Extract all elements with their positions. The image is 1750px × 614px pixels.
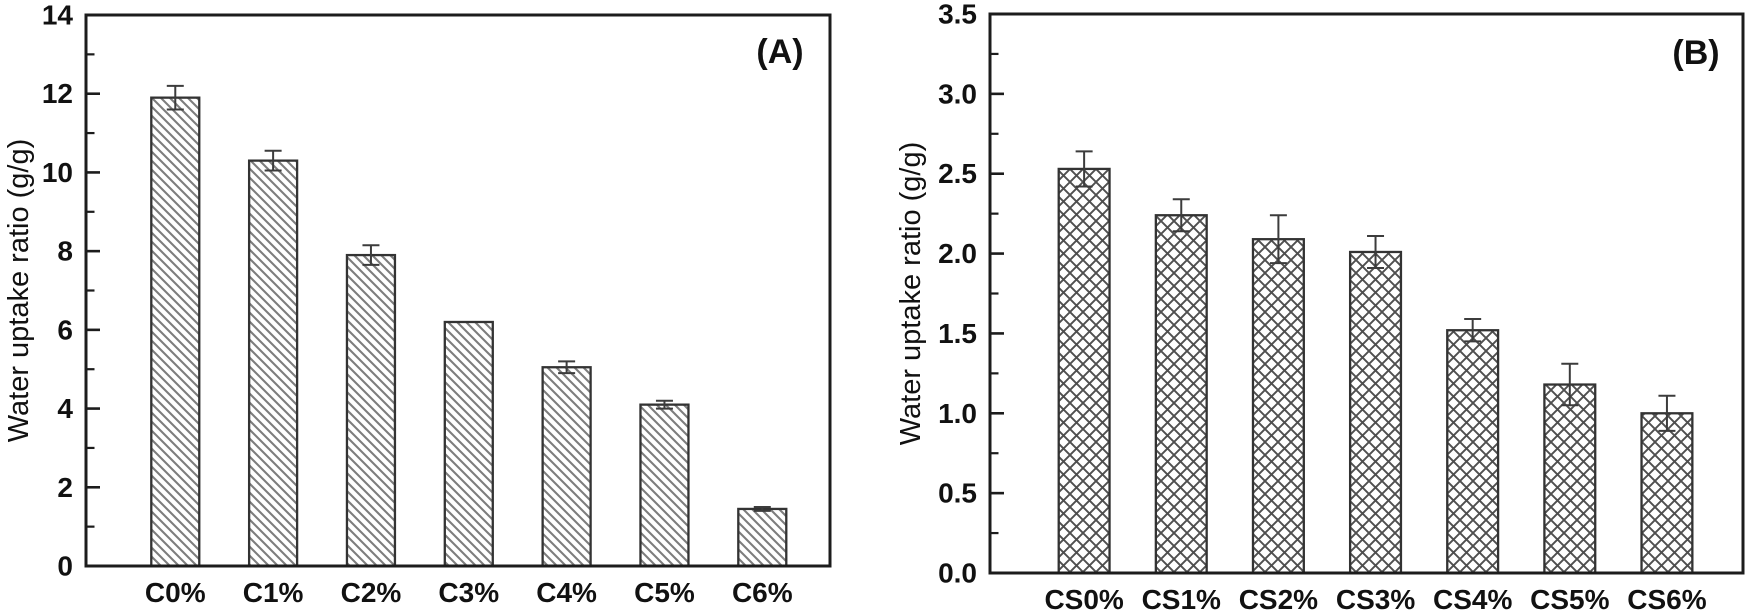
y-tick-label: 0.0 bbox=[938, 558, 977, 589]
bar-cs0% bbox=[1057, 167, 1111, 575]
bar-cs2% bbox=[1251, 238, 1305, 575]
y-tick-label: 6 bbox=[57, 314, 73, 345]
bar-c1% bbox=[247, 159, 299, 568]
y-tick-label: 3.5 bbox=[938, 0, 977, 30]
x-category-label: CS0% bbox=[1044, 584, 1123, 614]
bar-c5% bbox=[639, 403, 690, 568]
x-category-label: C4% bbox=[536, 577, 597, 608]
x-category-label: C6% bbox=[732, 577, 793, 608]
bar-c3% bbox=[443, 320, 494, 568]
y-tick-label: 8 bbox=[57, 236, 73, 267]
bar-cs5% bbox=[1543, 383, 1597, 575]
x-category-label: C3% bbox=[438, 577, 499, 608]
bar-c4% bbox=[541, 366, 592, 568]
y-axis-title: Water uptake ratio (g/g) bbox=[895, 142, 927, 446]
error-bars-group bbox=[166, 84, 771, 512]
x-category-label: CS4% bbox=[1433, 584, 1512, 614]
y-tick-label: 10 bbox=[42, 157, 73, 188]
y-axis-title: Water uptake ratio (g/g) bbox=[3, 139, 35, 443]
y-tick-label: 0 bbox=[57, 551, 73, 582]
y-tick-label: 14 bbox=[42, 0, 74, 31]
bar-c0% bbox=[150, 96, 201, 568]
error-bars-group bbox=[1075, 150, 1676, 432]
bar-cs6% bbox=[1640, 412, 1694, 575]
x-category-label: C5% bbox=[634, 577, 695, 608]
y-tick-label: 12 bbox=[42, 78, 73, 109]
y-tick-label: 2.5 bbox=[938, 158, 977, 189]
y-tick-labels: 0.0 0.5 1.0 1.5 2.0 2.5 3.0 3.5 bbox=[938, 0, 977, 589]
bar-c6% bbox=[737, 507, 788, 568]
bars-group bbox=[150, 96, 788, 568]
bar-chart-a: 0 2 4 6 8 10 12 14 C0% C1% C2% C3% C4% C5% C6% Water up… bbox=[3, 0, 832, 608]
x-category-label: CS1% bbox=[1142, 584, 1221, 614]
bar-cs1% bbox=[1154, 214, 1208, 575]
y-tick-labels: 0 2 4 6 8 10 12 14 bbox=[42, 0, 74, 582]
y-tick-label: 1.5 bbox=[938, 318, 977, 349]
x-category-label: C2% bbox=[341, 577, 402, 608]
y-tick-label: 1.0 bbox=[938, 398, 977, 429]
panel-a: 0 2 4 6 8 10 12 14 C0% C1% C2% C3% C4% C5% C6% Water up… bbox=[3, 0, 832, 608]
bars-group bbox=[1057, 167, 1694, 575]
bar-chart-b: 0.0 0.5 1.0 1.5 2.0 2.5 3.0 3.5 CS0% CS1% CS2% CS3%… bbox=[895, 0, 1745, 614]
x-category-label: C1% bbox=[243, 577, 304, 608]
y-tick-label: 4 bbox=[57, 393, 73, 424]
x-category-labels: CS0% CS1% CS2% CS3% CS4% CS5% CS6% bbox=[1044, 584, 1706, 614]
plot-frame bbox=[988, 12, 1745, 575]
x-category-label: C0% bbox=[145, 577, 206, 608]
x-category-label: CS2% bbox=[1239, 584, 1318, 614]
x-category-labels: C0% C1% C2% C3% C4% C5% C6% bbox=[145, 577, 793, 608]
bar-cs3% bbox=[1348, 250, 1403, 575]
y-tick-label: 2 bbox=[57, 472, 73, 503]
y-tick-label: 0.5 bbox=[938, 478, 977, 509]
y-tick-label: 2.0 bbox=[938, 238, 977, 269]
panel-label-b: (B) bbox=[1672, 34, 1719, 72]
bar-c2% bbox=[345, 253, 397, 568]
x-category-label: CS5% bbox=[1530, 584, 1609, 614]
plot-frame bbox=[84, 13, 832, 568]
x-category-label: CS6% bbox=[1627, 584, 1706, 614]
bar-cs4% bbox=[1446, 329, 1500, 575]
panel-label-a: (A) bbox=[756, 33, 803, 71]
y-tick-label: 3.0 bbox=[938, 78, 977, 109]
panel-b: 0.0 0.5 1.0 1.5 2.0 2.5 3.0 3.5 CS0% CS1% CS2% CS3%… bbox=[875, 0, 1750, 614]
x-category-label: CS3% bbox=[1336, 584, 1415, 614]
